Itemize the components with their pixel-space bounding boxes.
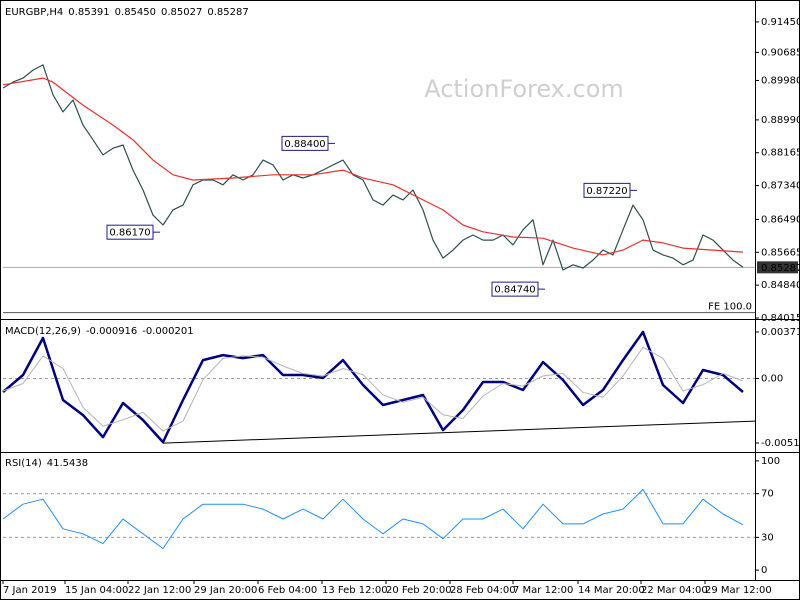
watermark: ActionForex.com: [424, 75, 624, 103]
annotation-label: 0.84740: [494, 285, 535, 296]
header-value: -0.000201: [142, 326, 193, 337]
y-tick-label: 0.89980: [761, 75, 800, 86]
annotation-label: 0.86170: [109, 228, 150, 239]
annotation-label: 0.88400: [284, 139, 325, 150]
header-value: -0.000916: [86, 326, 137, 337]
x-tick-label: 22 Jan 12:00: [128, 585, 191, 596]
series-line: [2, 488, 744, 549]
y-tick-label: 0.85665: [761, 247, 800, 258]
trendline: [162, 420, 756, 444]
annotation-box: [106, 224, 154, 240]
x-tick-label: 29 Jan 20:00: [194, 585, 257, 596]
annotation-box: [583, 182, 631, 198]
indicator-name: EURGBP,H4: [5, 7, 63, 18]
y-tick-label: 0: [761, 565, 767, 576]
fib-level-label: FE 100.0: [708, 302, 752, 313]
y-tick-label: 0.84015: [761, 313, 800, 324]
y-tick-label: 0.87340: [761, 181, 800, 192]
y-tick-label: 0.91450: [761, 17, 800, 28]
y-tick-label: 0.88990: [761, 115, 800, 126]
y-tick-label: 70: [761, 489, 774, 500]
y-tick-label: 0.90685: [761, 47, 800, 58]
panel-title: EURGBP,H4 0.85391 0.85450 0.85027 0.85287: [5, 7, 249, 18]
x-tick-label: 7 Jan 2019: [3, 585, 57, 596]
y-tick-label: 0.84840: [761, 280, 800, 291]
series-line: [2, 346, 744, 432]
panel-title: MACD(12,26,9) -0.000916 -0.000201: [5, 326, 194, 337]
series-line: [2, 330, 744, 444]
y-tick-label: 30: [761, 532, 774, 543]
last-price-label: 0.85287: [761, 263, 800, 274]
header-value: 0.85287: [207, 7, 248, 18]
x-tick-label: 20 Feb 20:00: [386, 585, 452, 596]
series-line: [2, 77, 744, 256]
y-tick-label: 0.88165: [761, 148, 800, 159]
last-price-tag: [757, 261, 798, 274]
header-value: 0.85391: [68, 7, 109, 18]
indicator-name: RSI(14): [5, 458, 42, 469]
header-value: 0.85027: [161, 7, 202, 18]
x-tick-label: 29 Mar 12:00: [705, 585, 772, 596]
y-tick-label: 0.86490: [761, 214, 800, 225]
x-tick-label: 6 Feb 04:00: [258, 585, 317, 596]
panel-title: RSI(14) 41.5438: [5, 458, 88, 469]
x-tick-label: 22 Mar 04:00: [641, 585, 708, 596]
header-value: 41.5438: [47, 458, 88, 469]
annotation-box: [491, 281, 539, 297]
header-value: 0.85450: [115, 7, 156, 18]
annotation-label: 0.87220: [586, 186, 627, 197]
series-line: [2, 64, 744, 271]
y-tick-label: -0.005152: [761, 438, 800, 449]
annotation-box: [281, 135, 329, 151]
y-tick-label: 0.00: [761, 373, 783, 384]
indicator-name: MACD(12,26,9): [5, 326, 81, 337]
y-tick-label: 100: [761, 456, 780, 467]
x-tick-label: 13 Feb 12:00: [322, 585, 388, 596]
y-tick-label: 0.003716: [761, 327, 800, 338]
x-tick-label: 7 Mar 12:00: [513, 585, 573, 596]
x-tick-label: 28 Feb 04:00: [450, 585, 516, 596]
x-tick-label: 14 Mar 20:00: [578, 585, 645, 596]
x-tick-label: 15 Jan 04:00: [65, 585, 128, 596]
